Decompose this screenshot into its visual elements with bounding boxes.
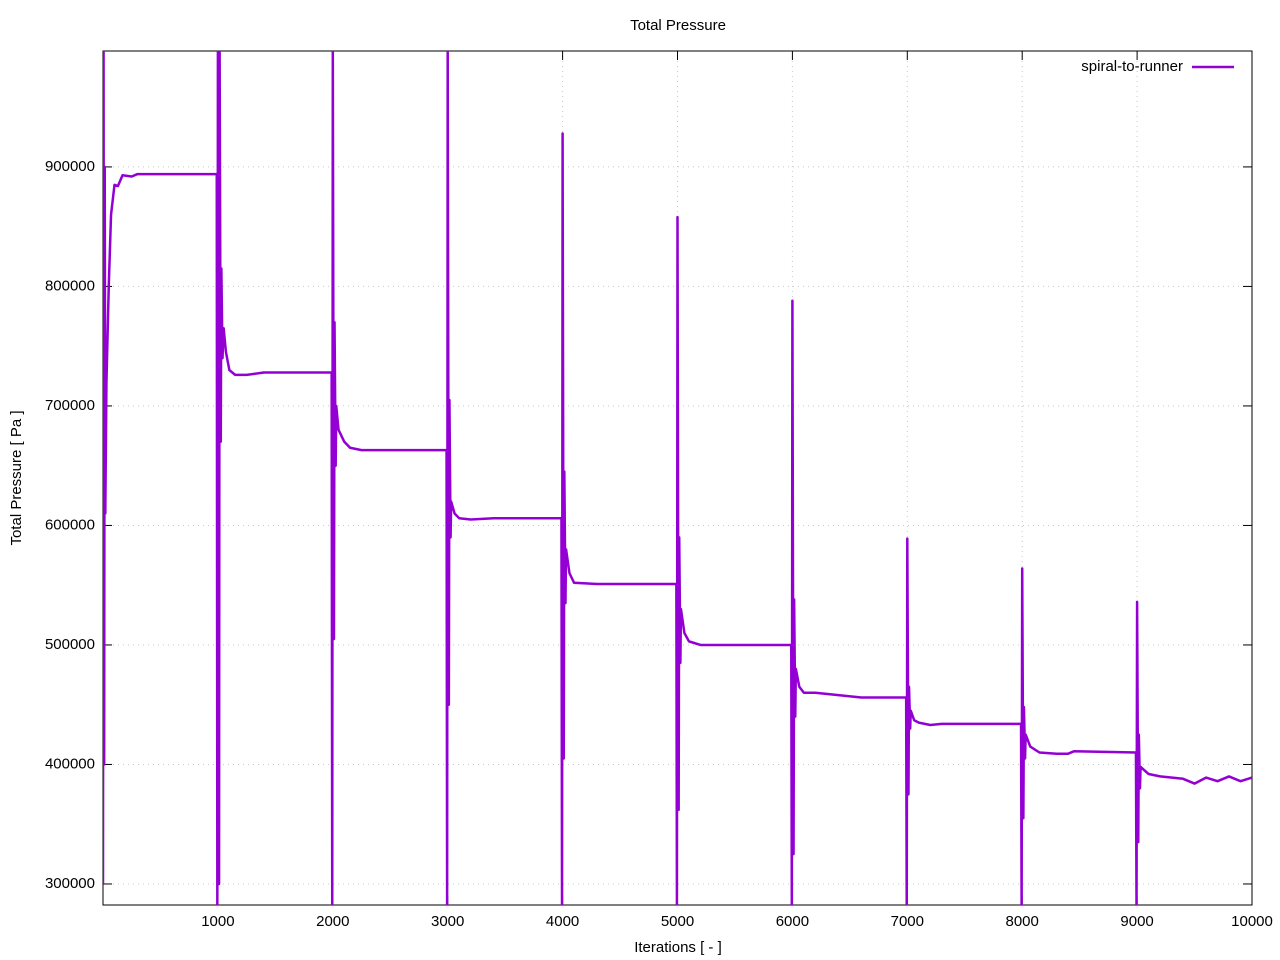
y-tick-label: 800000 [45, 277, 95, 294]
y-tick-label: 400000 [45, 755, 95, 772]
data-line [103, 51, 1252, 905]
y-tick-label: 900000 [45, 158, 95, 175]
y-axis-label: Total Pressure [ Pa ] [8, 410, 25, 545]
x-tick-label: 6000 [776, 913, 809, 930]
y-tick-label: 500000 [45, 636, 95, 653]
x-axis-label: Iterations [ - ] [634, 939, 722, 956]
y-tick-label: 600000 [45, 516, 95, 533]
x-tick-label: 9000 [1120, 913, 1153, 930]
x-tick-label: 4000 [546, 913, 579, 930]
y-tick-label: 700000 [45, 397, 95, 414]
x-tick-label: 2000 [316, 913, 349, 930]
legend-label: spiral-to-runner [1081, 58, 1183, 75]
x-tick-label: 1000 [201, 913, 234, 930]
x-tick-label: 5000 [661, 913, 694, 930]
y-tick-label: 300000 [45, 875, 95, 892]
x-tick-label: 7000 [891, 913, 924, 930]
x-tick-label: 8000 [1006, 913, 1039, 930]
x-tick-label: 3000 [431, 913, 464, 930]
chart-title: Total Pressure [630, 17, 726, 34]
x-tick-label: 10000 [1231, 913, 1273, 930]
